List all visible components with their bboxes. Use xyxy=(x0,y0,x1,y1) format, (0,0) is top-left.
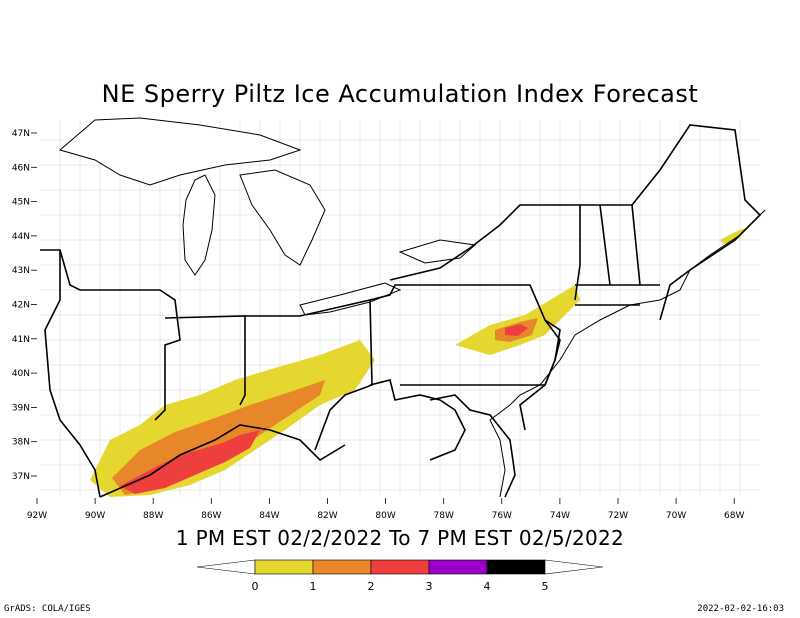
legend-swatch xyxy=(312,559,372,575)
lon-label: 88W xyxy=(143,511,163,521)
longitude-axis: 92W 90W 88W 86W 84W 82W 80W 78W 76W 74W 72W 70W 68W xyxy=(27,498,744,521)
border-il xyxy=(40,249,101,498)
legend-swatch xyxy=(254,559,314,575)
ice-band-level-2-3 xyxy=(120,430,260,494)
timestamp: 2022-02-02-16:03 xyxy=(697,604,784,614)
forecast-period: 1 PM EST 02/2/2022 To 7 PM EST 02/5/2022 xyxy=(175,526,625,550)
border-vt-nh xyxy=(599,204,641,286)
legend-swatch xyxy=(486,559,546,575)
lat-label: 40N xyxy=(12,369,30,379)
lon-label: 76W xyxy=(492,511,512,521)
lon-label: 80W xyxy=(375,511,395,521)
lon-label: 84W xyxy=(259,511,279,521)
lat-label: 37N xyxy=(12,472,30,482)
lon-label: 78W xyxy=(434,511,454,521)
lat-label: 41N xyxy=(12,335,30,345)
lat-label: 45N xyxy=(12,198,30,208)
legend-swatch xyxy=(428,559,488,575)
legend-swatch xyxy=(370,559,430,575)
county-grid xyxy=(40,120,760,495)
border-wv xyxy=(369,379,466,461)
ice-band-pa-high xyxy=(505,324,528,336)
lat-label: 43N xyxy=(12,266,30,276)
lake-superior xyxy=(58,117,302,186)
legend-label: 2 xyxy=(368,580,375,593)
lon-label: 74W xyxy=(550,511,570,521)
legend-label: 5 xyxy=(542,580,549,593)
lat-label: 38N xyxy=(12,438,30,448)
legend-label: 4 xyxy=(484,580,491,593)
legend-arrow-left xyxy=(196,559,256,575)
lon-label: 72W xyxy=(608,511,628,521)
great-lakes xyxy=(58,117,477,316)
border-wi-mi xyxy=(59,249,181,421)
lake-michigan xyxy=(182,174,216,276)
border-va-md xyxy=(429,394,516,498)
lon-label: 82W xyxy=(317,511,337,521)
lat-label: 46N xyxy=(12,163,30,173)
legend-label: 0 xyxy=(252,580,259,593)
latitude-axis: 47N 46N 45N 44N 43N 42N 41N 40N 39N 38N 37N xyxy=(12,129,37,482)
lat-label: 47N xyxy=(12,129,30,139)
grads-credit: GrADS: COLA/IGES xyxy=(4,604,91,614)
border-ny xyxy=(389,204,581,301)
lon-label: 70W xyxy=(666,511,686,521)
border-in xyxy=(164,315,246,406)
lon-label: 68W xyxy=(724,511,744,521)
color-legend: 0 1 2 3 4 5 xyxy=(196,559,604,593)
lon-label: 86W xyxy=(201,511,221,521)
ice-band-maine xyxy=(720,228,745,244)
ice-band-pa xyxy=(455,285,580,355)
legend-label: 3 xyxy=(426,580,433,593)
legend-label: 1 xyxy=(310,580,317,593)
border-ky-tn xyxy=(99,424,346,498)
lat-label: 44N xyxy=(12,232,30,242)
lat-label: 42N xyxy=(12,301,30,311)
legend-arrow-right xyxy=(544,559,604,575)
lon-label: 90W xyxy=(85,511,105,521)
coastline xyxy=(489,209,766,498)
map-title: NE Sperry Piltz Ice Accumulation Index F… xyxy=(101,80,699,108)
lake-huron xyxy=(239,169,326,266)
lon-label: 92W xyxy=(27,511,47,521)
lat-label: 39N xyxy=(12,403,30,413)
